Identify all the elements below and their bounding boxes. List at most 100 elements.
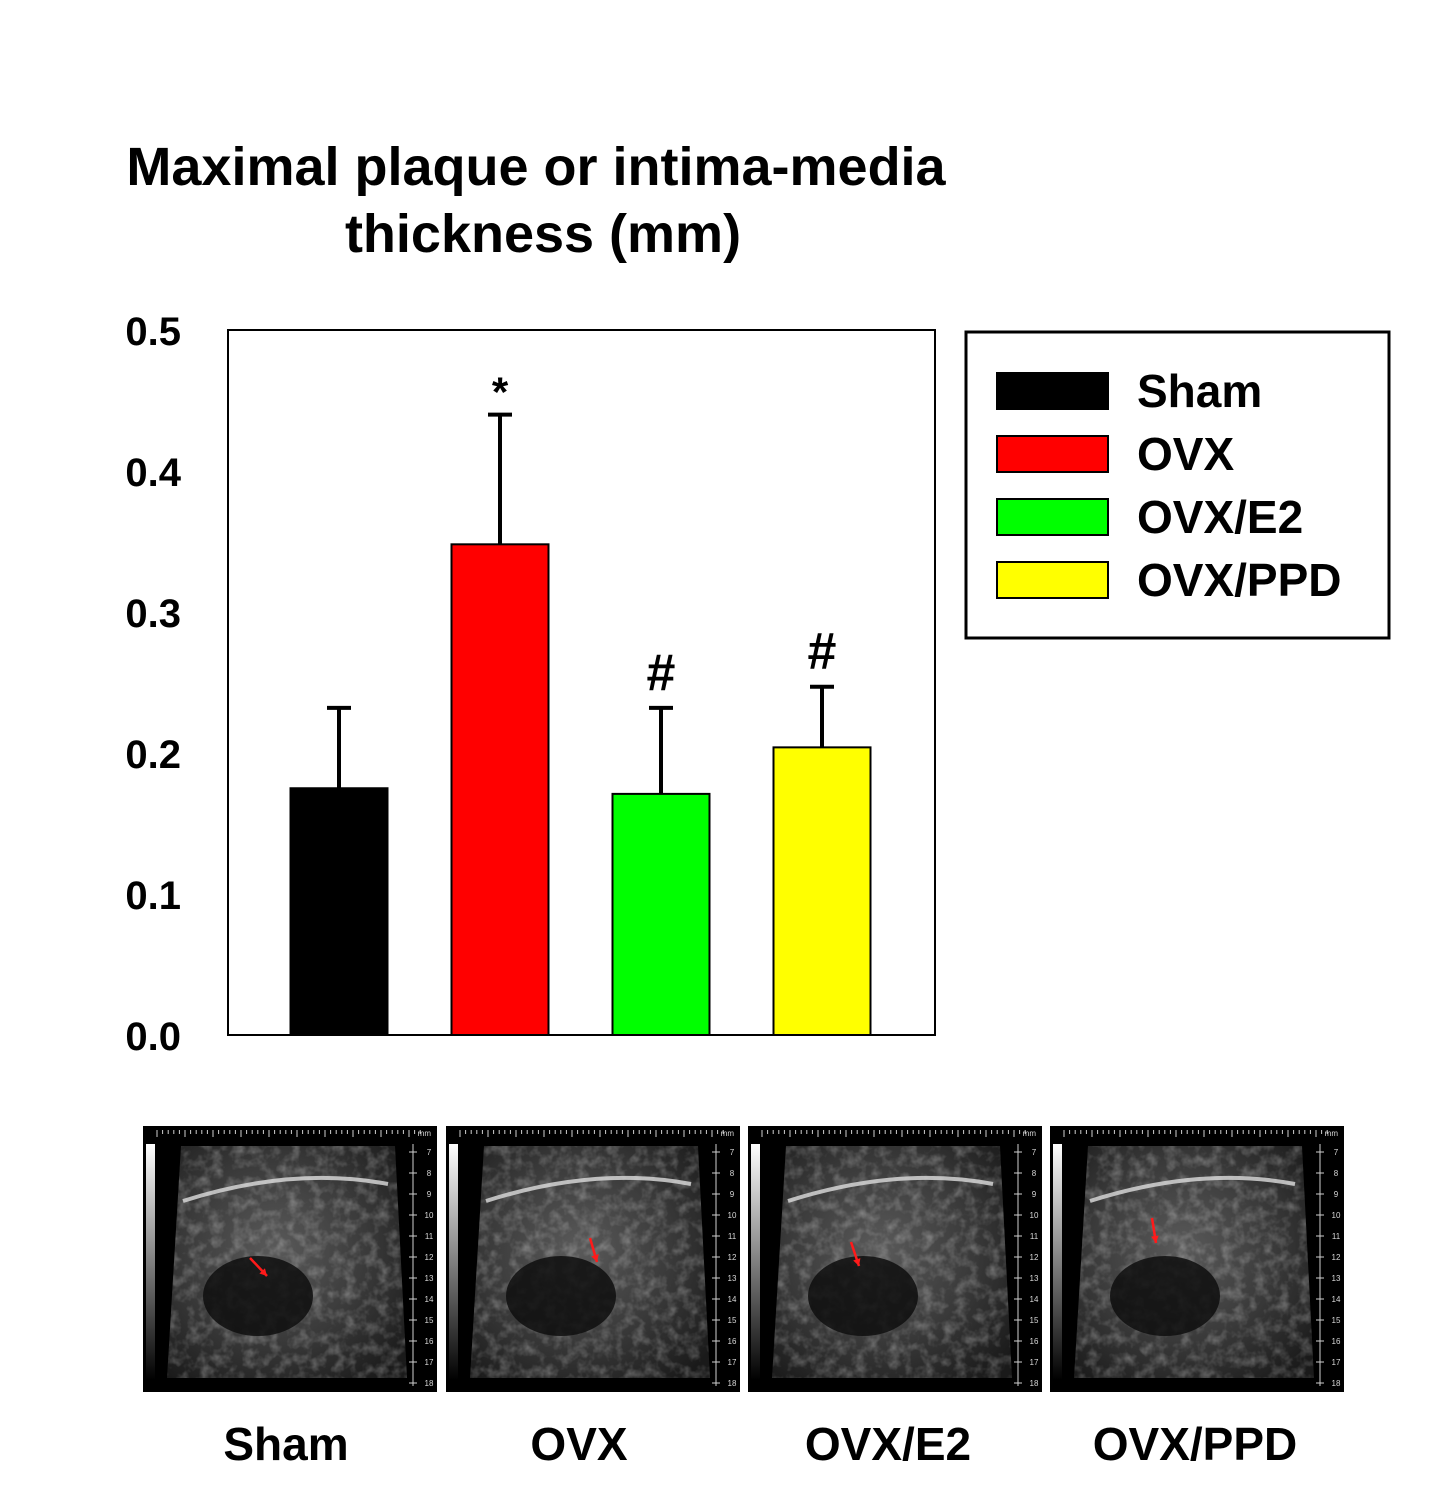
ultrasound-vessel-lumen bbox=[808, 1256, 918, 1336]
ultrasound-depth-label: 15 bbox=[1030, 1316, 1039, 1325]
legend-frame bbox=[964, 330, 1391, 640]
ultrasound-depth-label: 17 bbox=[1030, 1358, 1039, 1367]
ultrasound-depth-label: 7 bbox=[427, 1148, 432, 1157]
y-tick-label: 0.3 bbox=[125, 592, 181, 636]
bar-ovx-e2 bbox=[611, 792, 711, 1037]
ultrasound-panel-sham: mm 7 8 9 10 11 12 13 14 15 16 17 18 bbox=[143, 1126, 437, 1392]
legend-label-ovx-ppd: OVX/PPD bbox=[1137, 554, 1342, 606]
ultrasound-depth-label: 13 bbox=[425, 1274, 434, 1283]
ultrasound-panels: mm 7 8 9 10 11 12 13 14 15 16 17 18 Sham mm 7 8 9 10 11 12 13… bbox=[143, 1126, 1344, 1470]
ultrasound-panel-ovx: mm 7 8 9 10 11 12 13 14 15 16 17 18 bbox=[446, 1126, 740, 1392]
ultrasound-depth-label: 11 bbox=[425, 1232, 434, 1241]
ultrasound-depth-label: 13 bbox=[1030, 1274, 1039, 1283]
ultrasound-depth-label: 14 bbox=[728, 1295, 737, 1304]
ultrasound-scale-unit: mm bbox=[418, 1129, 432, 1138]
significance-marker-ovx: * bbox=[492, 369, 509, 416]
ultrasound-depth-label: 9 bbox=[1334, 1190, 1339, 1199]
chart-title: Maximal plaque or intima-media thickness… bbox=[126, 137, 946, 264]
ultrasound-grayscale-bar bbox=[1053, 1144, 1062, 1380]
chart-title-line-2: thickness (mm) bbox=[345, 204, 741, 264]
ultrasound-depth-label: 10 bbox=[1030, 1211, 1039, 1220]
ultrasound-depth-label: 15 bbox=[1332, 1316, 1341, 1325]
ultrasound-depth-label: 16 bbox=[1030, 1337, 1039, 1346]
ultrasound-depth-label: 18 bbox=[1332, 1379, 1341, 1388]
ultrasound-scale-unit: mm bbox=[1023, 1129, 1037, 1138]
bar-ovx-ppd bbox=[772, 746, 872, 1036]
ultrasound-panel-ovx-e2: mm 7 8 9 10 11 12 13 14 15 16 17 18 bbox=[748, 1126, 1042, 1392]
ultrasound-panel-label-ovx-e2: OVX/E2 bbox=[805, 1418, 971, 1470]
ultrasound-depth-label: 18 bbox=[425, 1379, 434, 1388]
plaque-arrowhead-icon bbox=[1151, 1235, 1159, 1243]
ultrasound-panel-ovx-ppd: mm 7 8 9 10 11 12 13 14 15 16 17 18 bbox=[1050, 1126, 1344, 1392]
ultrasound-depth-label: 15 bbox=[425, 1316, 434, 1325]
ultrasound-vessel-lumen bbox=[506, 1256, 616, 1336]
ultrasound-depth-label: 12 bbox=[425, 1253, 434, 1262]
ultrasound-depth-label: 16 bbox=[1332, 1337, 1341, 1346]
ultrasound-grayscale-bar bbox=[449, 1144, 458, 1380]
ultrasound-depth-label: 17 bbox=[1332, 1358, 1341, 1367]
ultrasound-depth-label: 12 bbox=[728, 1253, 737, 1262]
plot-area-frame bbox=[227, 329, 936, 1036]
ultrasound-depth-label: 8 bbox=[1032, 1169, 1037, 1178]
ultrasound-vessel-lumen bbox=[203, 1256, 313, 1336]
y-tick-label: 0.2 bbox=[125, 733, 181, 777]
y-tick-label: 0.4 bbox=[125, 451, 181, 495]
y-tick-label: 0.1 bbox=[125, 874, 181, 918]
bar-sham bbox=[289, 787, 389, 1036]
ultrasound-depth-label: 10 bbox=[1332, 1211, 1341, 1220]
ultrasound-depth-label: 15 bbox=[728, 1316, 737, 1325]
legend-swatch-ovx-e2 bbox=[996, 498, 1109, 536]
ultrasound-depth-label: 10 bbox=[425, 1211, 434, 1220]
significance-marker-ovx-e2: # bbox=[647, 644, 676, 702]
ultrasound-depth-label: 18 bbox=[1030, 1379, 1039, 1388]
ultrasound-depth-label: 18 bbox=[728, 1379, 737, 1388]
ultrasound-depth-label: 12 bbox=[1332, 1253, 1341, 1262]
ultrasound-depth-label: 13 bbox=[1332, 1274, 1341, 1283]
ultrasound-depth-label: 11 bbox=[1332, 1232, 1341, 1241]
plaque-arrowhead-icon bbox=[259, 1268, 267, 1276]
ultrasound-grayscale-bar bbox=[146, 1144, 155, 1380]
ultrasound-grayscale-bar bbox=[751, 1144, 760, 1380]
ultrasound-vessel-lumen bbox=[1110, 1256, 1220, 1336]
ultrasound-panel-label-ovx: OVX bbox=[530, 1418, 627, 1470]
legend-swatch-sham bbox=[996, 372, 1109, 410]
ultrasound-depth-label: 9 bbox=[1032, 1190, 1037, 1199]
y-tick-label: 0.0 bbox=[125, 1015, 181, 1059]
ultrasound-fascia-echo bbox=[182, 1175, 389, 1203]
ultrasound-depth-label: 8 bbox=[730, 1169, 735, 1178]
bar-series: * # # bbox=[289, 369, 872, 1037]
ultrasound-depth-label: 7 bbox=[1032, 1148, 1037, 1157]
ultrasound-scale-unit: mm bbox=[721, 1129, 735, 1138]
ultrasound-depth-label: 14 bbox=[1332, 1295, 1341, 1304]
plaque-arrowhead-icon bbox=[853, 1258, 861, 1266]
ultrasound-fascia-echo bbox=[787, 1175, 994, 1203]
plaque-arrowhead-icon bbox=[591, 1254, 599, 1262]
ultrasound-depth-label: 16 bbox=[425, 1337, 434, 1346]
significance-marker-ovx-ppd: # bbox=[808, 623, 837, 681]
ultrasound-depth-label: 14 bbox=[1030, 1295, 1039, 1304]
legend-swatch-ovx-ppd bbox=[996, 561, 1109, 599]
ultrasound-fascia-echo bbox=[1089, 1175, 1296, 1203]
ultrasound-depth-label: 9 bbox=[427, 1190, 432, 1199]
y-tick-label: 0.5 bbox=[125, 310, 181, 354]
ultrasound-depth-label: 12 bbox=[1030, 1253, 1039, 1262]
ultrasound-depth-label: 16 bbox=[728, 1337, 737, 1346]
legend-swatch-ovx bbox=[996, 435, 1109, 473]
ultrasound-scale-unit: mm bbox=[1325, 1129, 1339, 1138]
legend-label-sham: Sham bbox=[1137, 365, 1262, 417]
ultrasound-panel-label-sham: Sham bbox=[223, 1418, 348, 1470]
legend-label-ovx: OVX bbox=[1137, 428, 1234, 480]
ultrasound-panel-label-ovx-ppd: OVX/PPD bbox=[1093, 1418, 1298, 1470]
ultrasound-depth-label: 17 bbox=[425, 1358, 434, 1367]
bar-ovx bbox=[450, 543, 550, 1036]
chart-title-line-1: Maximal plaque or intima-media bbox=[126, 137, 946, 197]
ultrasound-depth-label: 11 bbox=[728, 1232, 737, 1241]
ultrasound-depth-label: 8 bbox=[1334, 1169, 1339, 1178]
ultrasound-depth-label: 14 bbox=[425, 1295, 434, 1304]
ultrasound-depth-label: 7 bbox=[1334, 1148, 1339, 1157]
legend: Sham OVX OVX/E2 OVX/PPD bbox=[964, 330, 1391, 640]
ultrasound-depth-label: 8 bbox=[427, 1169, 432, 1178]
ultrasound-fascia-echo bbox=[485, 1175, 692, 1203]
ultrasound-depth-label: 7 bbox=[730, 1148, 735, 1157]
